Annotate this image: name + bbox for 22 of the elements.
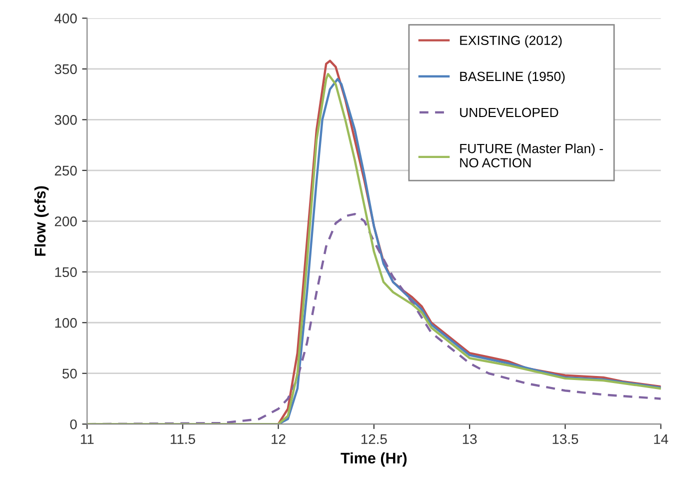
x-tick-label: 13 [462,434,477,444]
y-tick-label: 300 [54,115,77,125]
x-tick-label: 13.5 [552,434,578,444]
y-tick-label: 150 [55,267,77,278]
x-tick-label: 12.5 [361,434,387,444]
x-tick-label: 11.5 [170,434,196,444]
y-tick-label: 50 [62,368,77,379]
legend-label: FUTURE (Master Plan) - NO ACTION [460,144,603,168]
y-axis-title: Flow (cfs) [34,186,49,256]
y-tick-label: 200 [54,216,77,226]
legend-label: EXISTING (2012) [460,35,562,48]
y-tick-label: 400 [54,14,77,24]
y-tick-label: 350 [54,64,77,74]
x-tick-label: 11 [80,434,94,444]
legend-label: BASELINE (1950) [460,71,565,84]
y-tick-label: 250 [54,166,77,176]
legend-label: UNDEVELOPED [460,108,558,118]
y-tick-label: 100 [55,318,77,328]
x-axis-title: Time (Hr) [340,452,407,467]
x-tick-label: 14 [654,434,668,444]
x-tick-label: 12 [272,434,286,444]
y-tick-label: 0 [70,419,77,430]
